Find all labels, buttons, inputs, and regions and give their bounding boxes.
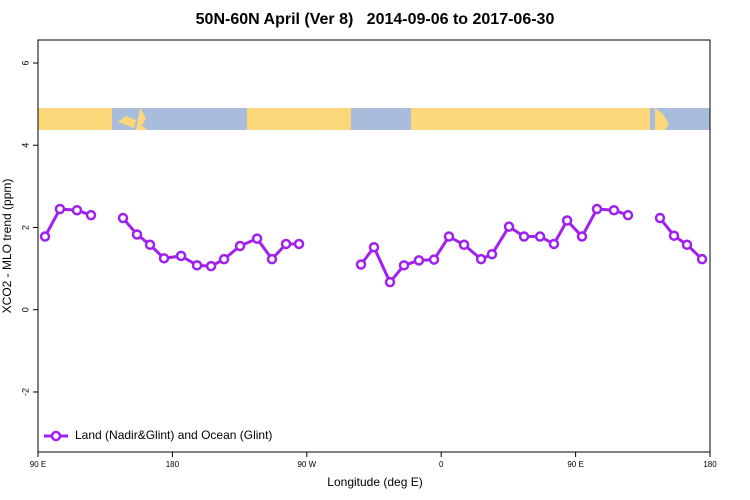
x-tick-label: 90 E xyxy=(567,460,583,469)
y-tick-label: 4 xyxy=(20,143,30,148)
ocean xyxy=(112,108,710,130)
point xyxy=(561,215,573,226)
point xyxy=(39,231,51,242)
point xyxy=(71,204,83,216)
point xyxy=(205,260,217,272)
point xyxy=(486,248,498,260)
y-tick-label: 6 xyxy=(20,61,30,66)
x-tick-label: 90 E xyxy=(30,460,46,469)
point xyxy=(234,240,246,252)
point xyxy=(368,241,380,253)
point xyxy=(548,238,560,250)
point xyxy=(681,239,693,251)
plot-frame xyxy=(37,39,711,453)
point xyxy=(576,231,588,242)
point xyxy=(131,229,143,240)
point xyxy=(280,238,292,250)
point xyxy=(175,250,187,262)
point xyxy=(85,209,97,221)
point xyxy=(443,231,455,242)
point xyxy=(144,239,156,251)
point xyxy=(293,238,305,250)
point xyxy=(591,203,603,215)
x-tick-label: 180 xyxy=(166,460,180,469)
point xyxy=(117,212,129,224)
point xyxy=(654,212,666,224)
chart-title: 50N-60N April (Ver 8) 2014-09-06 to 2017… xyxy=(196,11,555,28)
point xyxy=(251,233,263,244)
y-tick-label: 2 xyxy=(20,225,30,230)
x-tick-label: 90 W xyxy=(297,460,316,469)
point xyxy=(158,253,170,264)
point xyxy=(191,260,203,271)
point xyxy=(608,204,620,216)
point xyxy=(266,253,278,265)
legend-label: Land (Nadir&Glint) and Ocean (Glint) xyxy=(75,428,272,442)
point xyxy=(428,254,440,265)
point xyxy=(668,230,680,241)
map-strip xyxy=(38,108,710,130)
point xyxy=(503,221,515,232)
point xyxy=(413,255,425,266)
x-axis-label: Longitude (deg E) xyxy=(327,475,422,489)
legend-marker xyxy=(50,430,62,442)
point xyxy=(475,253,487,265)
y-tick-label: -2 xyxy=(20,388,30,396)
x-tick-label: 180 xyxy=(703,460,717,469)
y-tick-label: 0 xyxy=(20,307,30,312)
point xyxy=(384,276,396,288)
point xyxy=(355,259,367,270)
x-tick-label: 0 xyxy=(439,460,444,469)
y-axis-label: XCO2 - MLO trend (ppm) xyxy=(0,179,14,314)
point xyxy=(622,209,634,221)
point xyxy=(54,203,66,215)
point xyxy=(398,260,410,271)
point xyxy=(218,253,230,265)
point xyxy=(518,231,530,242)
point xyxy=(458,239,470,251)
point xyxy=(534,231,546,242)
point xyxy=(696,253,708,265)
